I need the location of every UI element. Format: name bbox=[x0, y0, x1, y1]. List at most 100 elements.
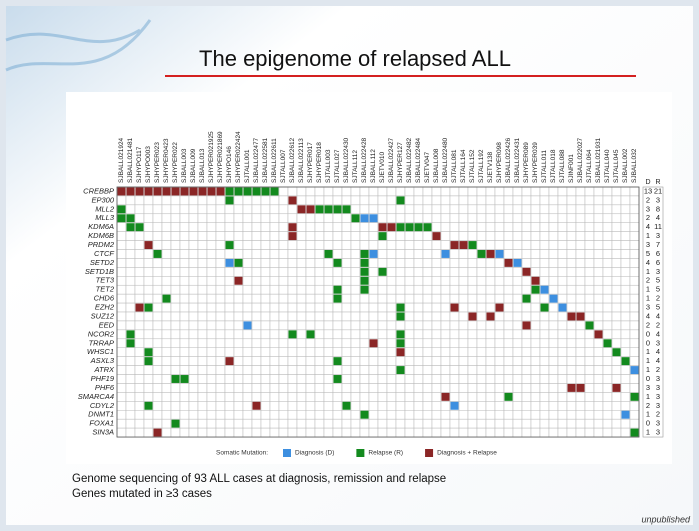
cell bbox=[162, 392, 171, 401]
cell bbox=[477, 241, 486, 250]
cell bbox=[432, 303, 441, 312]
cell bbox=[333, 214, 342, 223]
cell bbox=[297, 339, 306, 348]
cell bbox=[252, 428, 261, 437]
cell bbox=[567, 214, 576, 223]
cell bbox=[234, 375, 243, 384]
cell bbox=[585, 285, 594, 294]
count-d: 4 bbox=[646, 258, 650, 267]
cell bbox=[603, 241, 612, 250]
cell bbox=[603, 250, 612, 259]
cell bbox=[225, 214, 234, 223]
cell bbox=[333, 419, 342, 428]
cell bbox=[369, 428, 378, 437]
cell bbox=[252, 196, 261, 205]
cell bbox=[531, 428, 540, 437]
count-r: 3 bbox=[656, 267, 660, 276]
cell bbox=[288, 383, 297, 392]
cell bbox=[612, 214, 621, 223]
cell bbox=[504, 250, 513, 259]
cell bbox=[486, 196, 495, 205]
cell bbox=[603, 419, 612, 428]
cell bbox=[279, 250, 288, 259]
cell bbox=[630, 383, 639, 392]
cell bbox=[612, 410, 621, 419]
cell bbox=[126, 196, 135, 205]
cell bbox=[126, 258, 135, 267]
cell bbox=[216, 392, 225, 401]
cell bbox=[531, 419, 540, 428]
cell bbox=[585, 214, 594, 223]
cell bbox=[153, 205, 162, 214]
cell bbox=[216, 330, 225, 339]
cell bbox=[468, 419, 477, 428]
cell bbox=[198, 348, 207, 357]
cell bbox=[513, 285, 522, 294]
cell bbox=[585, 401, 594, 410]
sample-label: SJBALL022427 bbox=[388, 137, 395, 183]
cell bbox=[477, 392, 486, 401]
cell bbox=[612, 392, 621, 401]
cell bbox=[432, 241, 441, 250]
cell bbox=[126, 428, 135, 437]
cell bbox=[360, 312, 369, 321]
cell bbox=[549, 419, 558, 428]
cell bbox=[585, 187, 594, 196]
cell bbox=[261, 241, 270, 250]
cell bbox=[432, 392, 441, 401]
cell bbox=[405, 285, 414, 294]
cell bbox=[171, 366, 180, 375]
cell bbox=[117, 375, 126, 384]
cell bbox=[621, 392, 630, 401]
mutation-cell bbox=[406, 223, 414, 231]
cell bbox=[252, 303, 261, 312]
cell bbox=[153, 285, 162, 294]
cell bbox=[459, 187, 468, 196]
cell bbox=[621, 250, 630, 259]
mutation-cell bbox=[325, 205, 333, 213]
cell bbox=[234, 303, 243, 312]
cell bbox=[234, 241, 243, 250]
cell bbox=[495, 419, 504, 428]
count-d: 1 bbox=[646, 410, 650, 419]
cell bbox=[207, 294, 216, 303]
cell bbox=[621, 303, 630, 312]
mutation-cell bbox=[127, 214, 135, 222]
cell bbox=[459, 196, 468, 205]
mutation-cell bbox=[235, 259, 243, 267]
cell bbox=[207, 348, 216, 357]
cell bbox=[270, 330, 279, 339]
sample-label: SJBALL022611 bbox=[271, 138, 278, 183]
cell bbox=[261, 214, 270, 223]
cell bbox=[585, 232, 594, 241]
cell bbox=[279, 205, 288, 214]
cell bbox=[486, 303, 495, 312]
mutation-cell bbox=[397, 348, 405, 356]
cell bbox=[378, 294, 387, 303]
cell bbox=[315, 232, 324, 241]
cell bbox=[576, 410, 585, 419]
cell bbox=[351, 232, 360, 241]
cell bbox=[243, 241, 252, 250]
cell bbox=[279, 214, 288, 223]
cell bbox=[567, 419, 576, 428]
cell bbox=[216, 339, 225, 348]
cell bbox=[216, 241, 225, 250]
cell bbox=[540, 187, 549, 196]
cell bbox=[333, 339, 342, 348]
cell bbox=[567, 392, 576, 401]
mutation-cell bbox=[397, 339, 405, 347]
cell bbox=[612, 285, 621, 294]
cell bbox=[414, 392, 423, 401]
cell bbox=[207, 232, 216, 241]
cell bbox=[486, 419, 495, 428]
cell bbox=[531, 187, 540, 196]
cell bbox=[567, 428, 576, 437]
cell bbox=[504, 339, 513, 348]
cell bbox=[387, 401, 396, 410]
sample-label: SJETV138 bbox=[487, 152, 494, 183]
cell bbox=[441, 187, 450, 196]
cell bbox=[414, 214, 423, 223]
cell bbox=[315, 214, 324, 223]
page: { "slide": { "title": "The epigenome of … bbox=[0, 0, 699, 531]
